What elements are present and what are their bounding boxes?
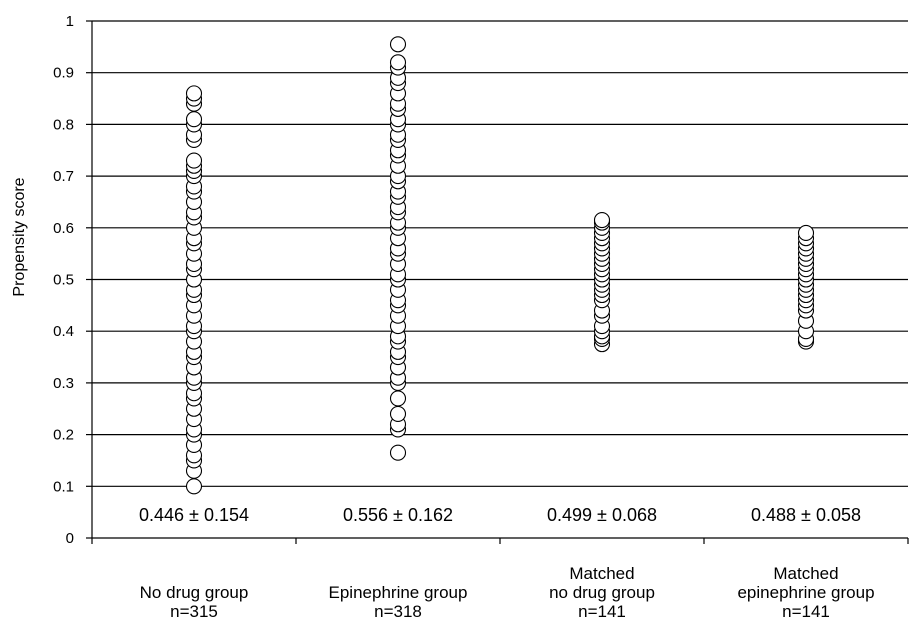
mean-sd-label: 0.488 ± 0.058 xyxy=(751,505,861,525)
data-point xyxy=(185,152,203,169)
x-category-label: Epinephrine group xyxy=(329,583,468,602)
data-point xyxy=(797,224,815,242)
x-category-label: Matched xyxy=(773,564,838,583)
y-tick-label: 0.7 xyxy=(53,168,74,185)
axes xyxy=(86,20,909,544)
mean-sd-label: 0.556 ± 0.162 xyxy=(343,505,453,525)
labels: 0 0.1 0.2 0.3 0.4 0.5 0.6 0.7 0.8 0.9 1 0.446 ± 0.1… xyxy=(53,13,874,621)
y-tick-label: 0.6 xyxy=(53,220,74,237)
x-category-label: no drug group xyxy=(549,583,655,602)
data-point xyxy=(389,444,407,461)
y-tick-label: 0 xyxy=(66,530,74,547)
y-tick-label: 0.1 xyxy=(53,478,74,495)
data-point xyxy=(185,478,203,495)
x-category-label: n=318 xyxy=(374,602,422,621)
x-category-label: n=141 xyxy=(578,602,626,621)
y-axis-title: Propensity score xyxy=(11,177,28,296)
y-tick-label: 0.9 xyxy=(53,65,74,82)
x-category-label: epinephrine group xyxy=(737,583,874,602)
y-tick-label: 1 xyxy=(66,13,74,30)
data-point xyxy=(389,36,407,53)
data-point xyxy=(389,405,407,422)
data-point xyxy=(389,54,407,71)
x-category-label: n=141 xyxy=(782,602,830,621)
y-tick-label: 0.5 xyxy=(53,272,74,289)
x-category-label: No drug group xyxy=(140,583,249,602)
x-category-label: Matched xyxy=(569,564,634,583)
y-tick-label: 0.3 xyxy=(53,375,74,392)
data-point xyxy=(185,85,203,102)
y-tick-label: 0.2 xyxy=(53,427,74,444)
data-point xyxy=(389,390,407,407)
data-points xyxy=(185,36,815,495)
y-tick-label: 0.4 xyxy=(53,323,74,340)
gridlines xyxy=(92,20,908,487)
mean-sd-label: 0.499 ± 0.068 xyxy=(547,505,657,525)
y-tick-label: 0.8 xyxy=(53,116,74,133)
data-point xyxy=(593,211,611,229)
mean-sd-label: 0.446 ± 0.154 xyxy=(139,505,249,525)
x-category-label: n=315 xyxy=(170,602,218,621)
data-point xyxy=(185,111,203,128)
